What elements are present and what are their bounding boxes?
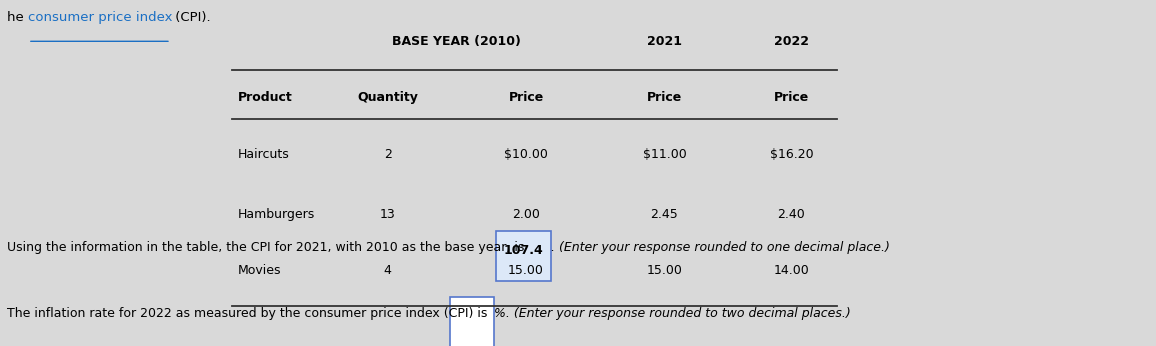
- Text: BASE YEAR (2010): BASE YEAR (2010): [393, 35, 521, 48]
- Text: 15.00: 15.00: [646, 264, 682, 277]
- Text: 14.00: 14.00: [773, 264, 809, 277]
- Text: 2.00: 2.00: [512, 208, 540, 221]
- Text: $16.20: $16.20: [770, 148, 813, 161]
- Text: (CPI).: (CPI).: [171, 11, 210, 24]
- FancyBboxPatch shape: [450, 297, 494, 346]
- Text: The inflation rate for 2022 as measured by the consumer price index (CPI) is: The inflation rate for 2022 as measured …: [7, 307, 491, 320]
- Text: 2.45: 2.45: [651, 208, 679, 221]
- Text: 15.00: 15.00: [509, 264, 544, 277]
- Text: 2021: 2021: [647, 35, 682, 48]
- Text: Movies: Movies: [238, 264, 281, 277]
- Text: Price: Price: [773, 91, 809, 104]
- Text: $10.00: $10.00: [504, 148, 548, 161]
- Text: 2: 2: [384, 148, 392, 161]
- Text: Price: Price: [647, 91, 682, 104]
- Text: Using the information in the table, the CPI for 2021, with 2010 as the base year: Using the information in the table, the …: [7, 241, 528, 254]
- Text: 4: 4: [384, 264, 392, 277]
- Text: $11.00: $11.00: [643, 148, 687, 161]
- Text: Haircuts: Haircuts: [238, 148, 289, 161]
- Text: consumer price index: consumer price index: [28, 11, 172, 24]
- Text: 2.40: 2.40: [778, 208, 806, 221]
- Text: Price: Price: [509, 91, 543, 104]
- Text: he: he: [7, 11, 28, 24]
- Text: 107.4: 107.4: [504, 244, 543, 257]
- Text: . (Enter your response rounded to one decimal place.): . (Enter your response rounded to one de…: [551, 241, 890, 254]
- Text: %. (Enter your response rounded to two decimal places.): %. (Enter your response rounded to two d…: [494, 307, 851, 320]
- FancyBboxPatch shape: [496, 231, 551, 281]
- Text: Product: Product: [238, 91, 292, 104]
- Text: Quantity: Quantity: [357, 91, 418, 104]
- Text: Hamburgers: Hamburgers: [238, 208, 316, 221]
- Text: 13: 13: [380, 208, 395, 221]
- Text: 2022: 2022: [773, 35, 809, 48]
